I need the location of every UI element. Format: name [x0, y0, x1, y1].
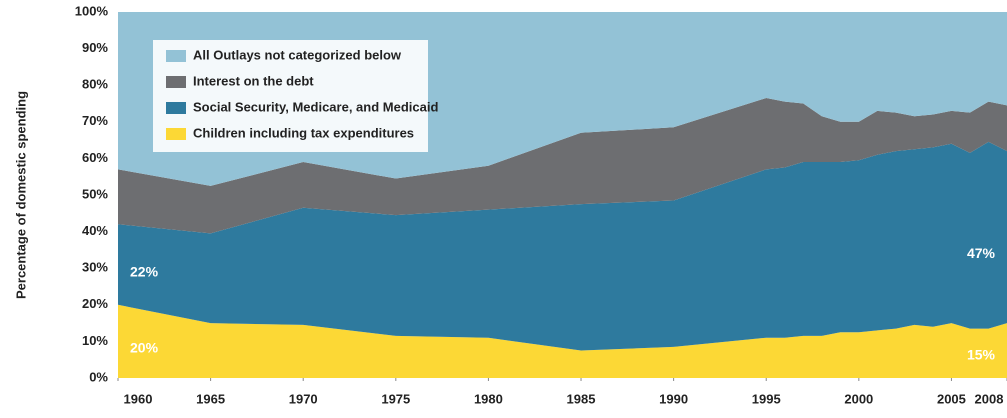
y-tick-label: 20% — [82, 296, 108, 311]
legend-swatch — [166, 102, 186, 114]
x-tick-label: 2000 — [844, 391, 873, 406]
y-tick-label: 50% — [82, 186, 108, 201]
legend-swatch — [166, 128, 186, 140]
legend-label: Social Security, Medicare, and Medicaid — [193, 99, 438, 114]
data-label: 20% — [130, 339, 159, 355]
legend-swatch — [166, 76, 186, 88]
x-tick-label: 1975 — [381, 391, 410, 406]
area — [118, 98, 1007, 234]
legend-box — [153, 40, 428, 152]
x-tick-label: 1990 — [659, 391, 688, 406]
y-tick-label: 40% — [82, 223, 108, 238]
x-tick-label: 1960 — [124, 391, 153, 406]
x-tick-label: 2008 — [975, 391, 1004, 406]
x-tick-label: 1970 — [289, 391, 318, 406]
y-tick-label: 0% — [89, 369, 108, 384]
y-tick-label: 30% — [82, 260, 108, 275]
x-tick-label: 1985 — [567, 391, 596, 406]
area — [118, 304, 1007, 378]
data-label: 22% — [130, 263, 159, 279]
x-tick-label: 1965 — [196, 391, 225, 406]
y-tick-label: 70% — [82, 113, 108, 128]
x-tick-label: 2005 — [937, 391, 966, 406]
y-tick-label: 10% — [82, 333, 108, 348]
x-tick-label: 1995 — [752, 391, 781, 406]
legend-swatch — [166, 50, 186, 62]
legend-label: Interest on the debt — [193, 73, 314, 88]
area — [118, 141, 1007, 351]
data-label: 47% — [967, 245, 996, 261]
x-tick-label: 1980 — [474, 391, 503, 406]
y-tick-label: 80% — [82, 77, 108, 92]
legend-label: All Outlays not categorized below — [193, 47, 402, 62]
legend-label: Children including tax expenditures — [193, 125, 414, 140]
legend: All Outlays not categorized below Interes… — [153, 40, 438, 152]
y-axis-label: Percentage of domestic spending — [13, 91, 28, 299]
y-tick-label: 90% — [82, 40, 108, 55]
y-tick-label: 60% — [82, 150, 108, 165]
y-tick-label: 100% — [75, 3, 109, 18]
data-label: 15% — [967, 347, 996, 363]
